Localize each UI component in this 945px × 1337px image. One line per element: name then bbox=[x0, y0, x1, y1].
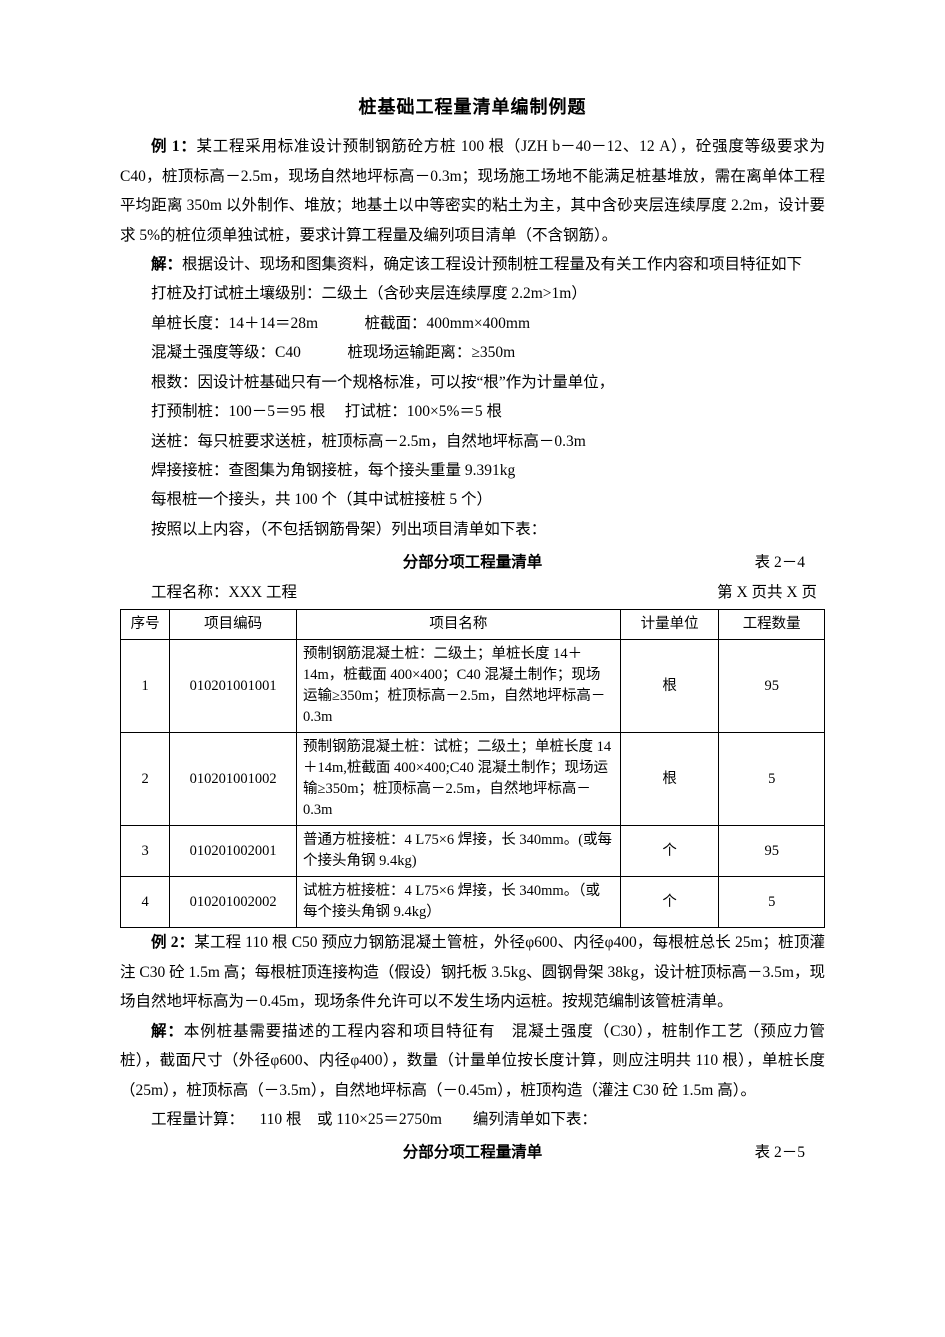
example1-line-5: 送桩：每只桩要求送桩，桩顶标高－2.5m，自然地坪标高－0.3m bbox=[120, 427, 825, 456]
table-row: 1 010201001001 预制钢筋混凝土桩：二级土；单桩长度 14＋14m，… bbox=[121, 640, 825, 733]
example1-line-2: 混凝土强度等级：C40 桩现场运输距离：≥350m bbox=[120, 338, 825, 367]
cell-unit: 个 bbox=[620, 826, 719, 877]
example1-label: 例 1： bbox=[151, 138, 197, 155]
example2-calc-line: 工程量计算： 110 根 或 110×25＝2750m 编列清单如下表： bbox=[120, 1105, 825, 1134]
cell-no: 4 bbox=[121, 877, 170, 928]
example1-line-3: 根数：因设计桩基础只有一个规格标准，可以按“根”作为计量单位， bbox=[120, 368, 825, 397]
example1-solution-intro-text: 根据设计、现场和图集资料，确定该工程设计预制桩工程量及有关工作内容和项目特征如下 bbox=[182, 256, 802, 273]
example1-line-6: 焊接接桩：查图集为角钢接桩，每个接头重量 9.391kg bbox=[120, 456, 825, 485]
table2-title-row: 分部分项工程量清单 表 2－5 bbox=[120, 1138, 825, 1167]
page-number-label: 第 X 页共 X 页 bbox=[717, 578, 817, 607]
table1-project-row: 工程名称：XXX 工程 第 X 页共 X 页 bbox=[120, 578, 825, 609]
cell-qty: 5 bbox=[719, 877, 825, 928]
col-unit: 计量单位 bbox=[620, 610, 719, 640]
col-name: 项目名称 bbox=[296, 610, 620, 640]
table1-ref: 表 2－4 bbox=[755, 548, 805, 577]
table1-title: 分部分项工程量清单 bbox=[403, 548, 543, 577]
cell-unit: 根 bbox=[620, 733, 719, 826]
table-row: 4 010201002002 试桩方桩接桩：4 L75×6 焊接，长 340mm… bbox=[121, 877, 825, 928]
example1-problem: 例 1：某工程采用标准设计预制钢筋砼方桩 100 根（JZH b－40－12、1… bbox=[120, 132, 825, 250]
cell-unit: 根 bbox=[620, 640, 719, 733]
col-no: 序号 bbox=[121, 610, 170, 640]
example2-problem: 例 2：某工程 110 根 C50 预应力钢筋混凝土管桩，外径φ600、内径φ4… bbox=[120, 928, 825, 1016]
cell-code: 010201002002 bbox=[170, 877, 297, 928]
page-title: 桩基础工程量清单编制例题 bbox=[120, 90, 825, 124]
example1-line-8: 按照以上内容，（不包括钢筋骨架）列出项目清单如下表： bbox=[120, 515, 825, 544]
project-name-label: 工程名称：XXX 工程 bbox=[151, 578, 297, 607]
cell-unit: 个 bbox=[620, 877, 719, 928]
col-qty: 工程数量 bbox=[719, 610, 825, 640]
col-code: 项目编码 bbox=[170, 610, 297, 640]
cell-name: 试桩方桩接桩：4 L75×6 焊接，长 340mm。（或每个接头角钢 9.4kg… bbox=[296, 877, 620, 928]
cell-name: 预制钢筋混凝土桩：二级土；单桩长度 14＋14m，桩截面 400×400；C40… bbox=[296, 640, 620, 733]
cell-qty: 95 bbox=[719, 826, 825, 877]
cell-no: 1 bbox=[121, 640, 170, 733]
table-header-row: 序号 项目编码 项目名称 计量单位 工程数量 bbox=[121, 610, 825, 640]
document-page: 桩基础工程量清单编制例题 例 1：某工程采用标准设计预制钢筋砼方桩 100 根（… bbox=[0, 0, 945, 1337]
table-row: 3 010201002001 普通方桩接桩：4 L75×6 焊接，长 340mm… bbox=[121, 826, 825, 877]
cell-name: 普通方桩接桩：4 L75×6 焊接，长 340mm。(或每个接头角钢 9.4kg… bbox=[296, 826, 620, 877]
cell-no: 3 bbox=[121, 826, 170, 877]
cell-qty: 5 bbox=[719, 733, 825, 826]
example1-line-4: 打预制桩：100－5＝95 根 打试桩：100×5%＝5 根 bbox=[120, 397, 825, 426]
example1-solution-label: 解： bbox=[151, 256, 182, 273]
example2-solution: 解：本例桩基需要描述的工程内容和项目特征有 混凝土强度（C30），桩制作工艺（预… bbox=[120, 1017, 825, 1105]
example1-problem-text: 某工程采用标准设计预制钢筋砼方桩 100 根（JZH b－40－12、12 A）… bbox=[120, 138, 825, 243]
example1-solution-intro: 解：根据设计、现场和图集资料，确定该工程设计预制桩工程量及有关工作内容和项目特征… bbox=[120, 250, 825, 279]
example2-solution-label: 解： bbox=[151, 1023, 184, 1040]
example2-problem-text: 某工程 110 根 C50 预应力钢筋混凝土管桩，外径φ600、内径φ400，每… bbox=[120, 934, 825, 1010]
cell-qty: 95 bbox=[719, 640, 825, 733]
cell-code: 010201002001 bbox=[170, 826, 297, 877]
example1-line-7: 每根桩一个接头，共 100 个（其中试桩接桩 5 个） bbox=[120, 485, 825, 514]
cell-no: 2 bbox=[121, 733, 170, 826]
example1-line-1: 单桩长度：14＋14＝28m 桩截面：400mm×400mm bbox=[120, 309, 825, 338]
example1-line-0: 打桩及打试桩土壤级别：二级土（含砂夹层连续厚度 2.2m>1m） bbox=[120, 279, 825, 308]
cell-code: 010201001002 bbox=[170, 733, 297, 826]
cell-name: 预制钢筋混凝土桩：试桩；二级土；单桩长度 14＋14m,桩截面 400×400;… bbox=[296, 733, 620, 826]
table2-ref: 表 2－5 bbox=[755, 1138, 805, 1167]
example2-solution-text: 本例桩基需要描述的工程内容和项目特征有 混凝土强度（C30），桩制作工艺（预应力… bbox=[120, 1023, 825, 1099]
table-row: 2 010201001002 预制钢筋混凝土桩：试桩；二级土；单桩长度 14＋1… bbox=[121, 733, 825, 826]
boq-table-1: 序号 项目编码 项目名称 计量单位 工程数量 1 010201001001 预制… bbox=[120, 609, 825, 928]
example2-label: 例 2： bbox=[151, 934, 194, 951]
table1-title-row: 分部分项工程量清单 表 2－4 bbox=[120, 548, 825, 577]
table2-title: 分部分项工程量清单 bbox=[403, 1138, 543, 1167]
cell-code: 010201001001 bbox=[170, 640, 297, 733]
